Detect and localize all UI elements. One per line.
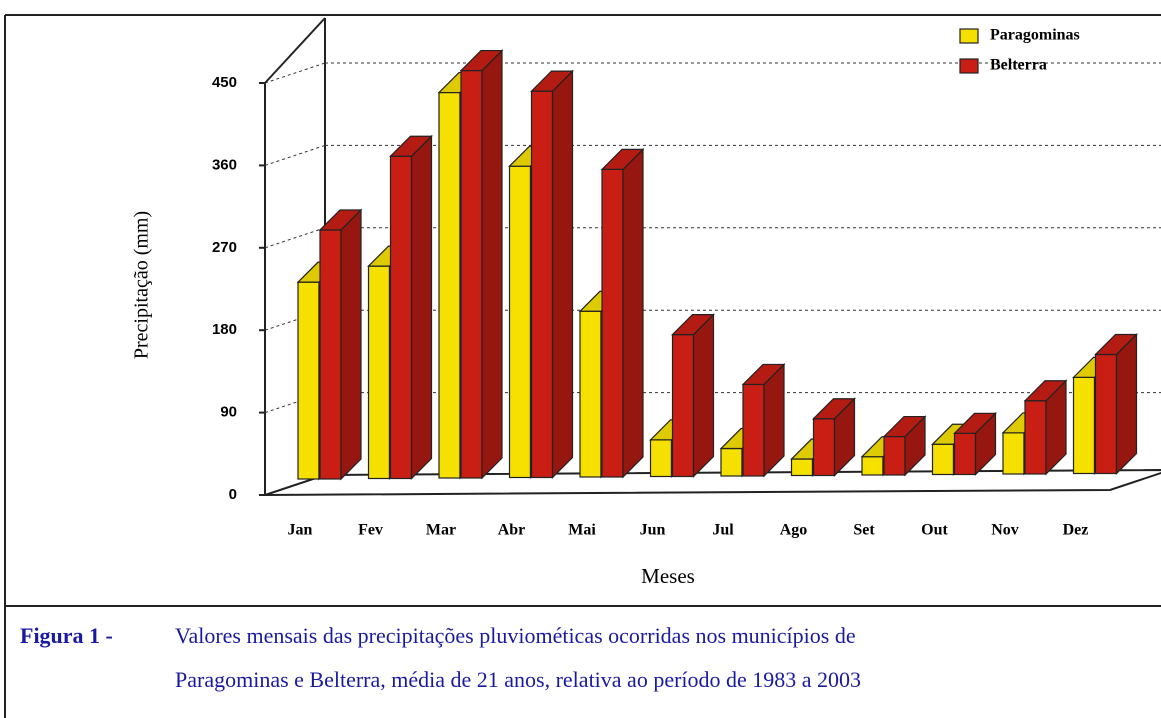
bar [460, 69, 483, 479]
caption-line: Paragominas e Belterra, média de 21 anos… [175, 667, 861, 692]
x-tick-label: Mar [426, 522, 456, 539]
legend-swatch [959, 58, 979, 74]
bar-top [1023, 380, 1068, 402]
bar [1094, 353, 1118, 475]
bar-top [600, 148, 645, 170]
grid-line-depth [264, 309, 326, 331]
y-tick-label: 0 [229, 486, 237, 503]
legend-label: Belterra [990, 57, 1047, 74]
y-tick-label: 360 [212, 156, 237, 173]
legend-label: Paragominas [990, 27, 1080, 44]
bar [438, 91, 461, 479]
y-tick-label: 450 [212, 74, 237, 91]
x-tick-label: Jun [640, 522, 666, 539]
y-tick-label: 180 [212, 321, 237, 338]
bar-side [692, 313, 715, 478]
y-tick-label: 270 [212, 239, 237, 256]
bar [649, 439, 673, 478]
bar [579, 310, 602, 478]
x-tick-label: Mai [568, 522, 596, 539]
x-tick-label: Out [921, 522, 948, 539]
bar [931, 443, 955, 476]
bar [530, 90, 554, 479]
bar [671, 333, 695, 478]
bar-side [622, 147, 644, 479]
axis-depth [264, 17, 326, 84]
bar [861, 456, 884, 476]
grid-line-depth [264, 62, 326, 84]
bar-side [481, 49, 503, 480]
bar-top [671, 313, 715, 336]
bar [742, 383, 765, 477]
bar [601, 168, 624, 478]
bar [389, 155, 413, 480]
bar [508, 165, 532, 479]
bar [1024, 400, 1047, 475]
grid-line-depth [264, 144, 326, 166]
x-tick-label: Jul [712, 522, 734, 539]
x-tick-label: Fev [358, 522, 383, 539]
bar [790, 458, 814, 477]
bar [367, 265, 391, 480]
bar [1072, 376, 1096, 475]
bar-side [551, 69, 574, 479]
bar-side [410, 134, 433, 480]
floor [264, 469, 1161, 496]
bar-top [882, 415, 927, 438]
grid-line-depth [264, 392, 326, 414]
x-tick-label: Abr [498, 522, 526, 539]
bar [1002, 432, 1025, 475]
x-tick-label: Jan [288, 522, 313, 539]
bar-top [741, 363, 786, 386]
x-tick-label: Set [853, 522, 875, 539]
bar [812, 418, 836, 477]
y-axis-label: Precipitação (mm) [131, 211, 153, 359]
bar-top [530, 70, 574, 92]
bar-top [812, 398, 856, 420]
x-tick-label: Dez [1063, 522, 1089, 539]
caption-label: Figura 1 - [20, 623, 113, 648]
bar [319, 229, 342, 480]
x-tick-label: Nov [991, 522, 1019, 539]
bar-top [1094, 333, 1138, 356]
bar-side [1115, 333, 1138, 475]
bar-top [459, 49, 504, 72]
x-axis-label: Meses [641, 564, 695, 588]
caption-line: Valores mensais das precipitações pluvio… [175, 623, 856, 648]
bar-top [389, 135, 433, 157]
bar-side [340, 208, 362, 481]
bar-top [318, 209, 363, 231]
bar [720, 447, 743, 477]
bar-top [953, 412, 997, 434]
legend-swatch [959, 28, 979, 44]
bar [883, 435, 906, 476]
x-tick-label: Ago [780, 522, 808, 539]
bar [953, 432, 977, 476]
y-tick-label: 90 [220, 404, 237, 421]
grid-line-depth [264, 227, 326, 249]
bar [297, 281, 320, 480]
